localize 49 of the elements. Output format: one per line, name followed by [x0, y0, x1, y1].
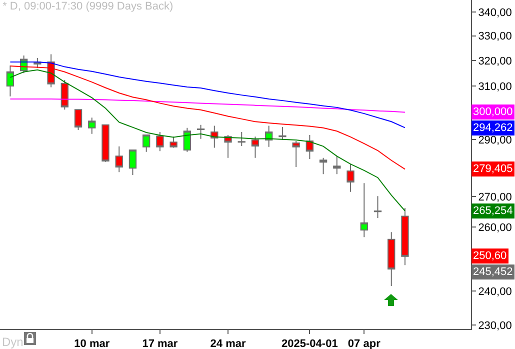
candlestick: [156, 131, 164, 152]
text: 250,60: [473, 250, 507, 262]
x-tick-label: 24 mar: [210, 338, 246, 349]
y-tick-label: 270,00: [478, 192, 512, 204]
candlestick: [251, 136, 260, 158]
y-tick-label: 240,00: [478, 286, 512, 298]
candlestick: [319, 157, 328, 175]
candlestick: [128, 149, 137, 176]
candlestick: [333, 156, 341, 175]
x-tick-label: 10 mar: [74, 338, 110, 349]
candlestick: [102, 124, 110, 162]
x-tick-label: 17 mar: [142, 338, 178, 349]
candlestick: [292, 140, 300, 168]
candlestick: [170, 136, 178, 148]
candlestick: [210, 125, 218, 148]
chart-title: * D, 09:00-17:30 (9999 Days Back): [2, 0, 174, 12]
candlestick: [265, 125, 273, 148]
candlestick: [346, 164, 354, 192]
candlestick: [278, 126, 286, 140]
y-tick-label: 320,00: [478, 55, 512, 68]
candlestick: [115, 146, 123, 173]
y-tick-label: 310,00: [478, 80, 512, 93]
candlestick: [6, 65, 14, 97]
y-tick-label: 230,00: [478, 320, 512, 332]
candlestick: [388, 232, 396, 287]
y-tick-label: 330,00: [478, 30, 512, 43]
candlestick: [196, 124, 205, 140]
text: 294,262: [473, 122, 513, 134]
candlestick: [374, 196, 382, 219]
candlestick: [88, 117, 96, 134]
candlestick: [401, 208, 409, 266]
text: 279,405: [473, 163, 513, 175]
y-tick-label: 260,00: [478, 222, 512, 234]
candlestick: [238, 131, 246, 147]
line-series: [10, 69, 406, 212]
y-tick-label: 290,00: [478, 134, 512, 146]
candlestick: [306, 134, 314, 160]
candlestick: [183, 127, 192, 152]
y-tick-label: 340,00: [478, 6, 512, 19]
text: 300,000: [473, 106, 513, 118]
candlestick: [142, 134, 150, 152]
text: 245,452: [473, 266, 513, 278]
candlestick: [74, 109, 82, 131]
line-series: [10, 98, 406, 113]
candlestick: [360, 182, 368, 238]
text: 265,254: [473, 205, 513, 217]
x-tick-label: 2025-04-01: [282, 338, 338, 349]
candlestick: [60, 80, 68, 110]
line-series: [10, 62, 406, 128]
